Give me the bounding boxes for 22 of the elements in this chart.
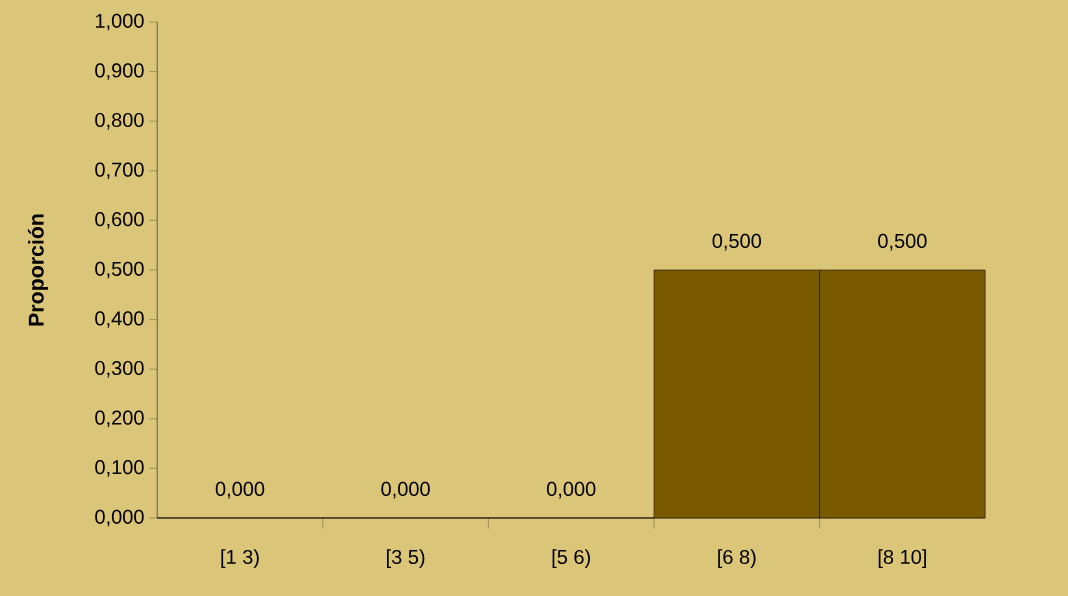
x-tick-label: [5 6) xyxy=(552,549,590,568)
x-tick-label: [6 8) xyxy=(718,549,756,568)
data-label: 0,000 xyxy=(215,481,265,499)
y-tick-label: 0,600 xyxy=(95,212,144,229)
y-tick-label: 0,300 xyxy=(95,360,144,378)
y-tick-label: 0,400 xyxy=(95,311,144,328)
y-tick-label: 0,100 xyxy=(95,460,144,477)
y-tick-label: 0,900 xyxy=(95,63,144,80)
y-tick-label: 0,700 xyxy=(95,162,144,180)
y-tick-label: 0,200 xyxy=(95,410,144,428)
x-tick-label: [8 10] xyxy=(878,549,926,568)
data-label: 0,000 xyxy=(381,481,430,499)
y-tick-label: 0,000 xyxy=(95,509,144,527)
data-label: 0,500 xyxy=(712,233,762,251)
x-tick-label: [1 3) xyxy=(221,549,259,568)
data-label: 0,500 xyxy=(878,233,927,251)
y-axis-title: Proporción xyxy=(27,214,48,326)
y-tick-label: 1,000 xyxy=(95,13,144,31)
data-label: 0,000 xyxy=(546,481,596,499)
y-tick-label: 0,800 xyxy=(95,112,144,130)
y-tick-label: 0,500 xyxy=(95,261,144,279)
x-tick-label: [3 5) xyxy=(387,549,425,568)
